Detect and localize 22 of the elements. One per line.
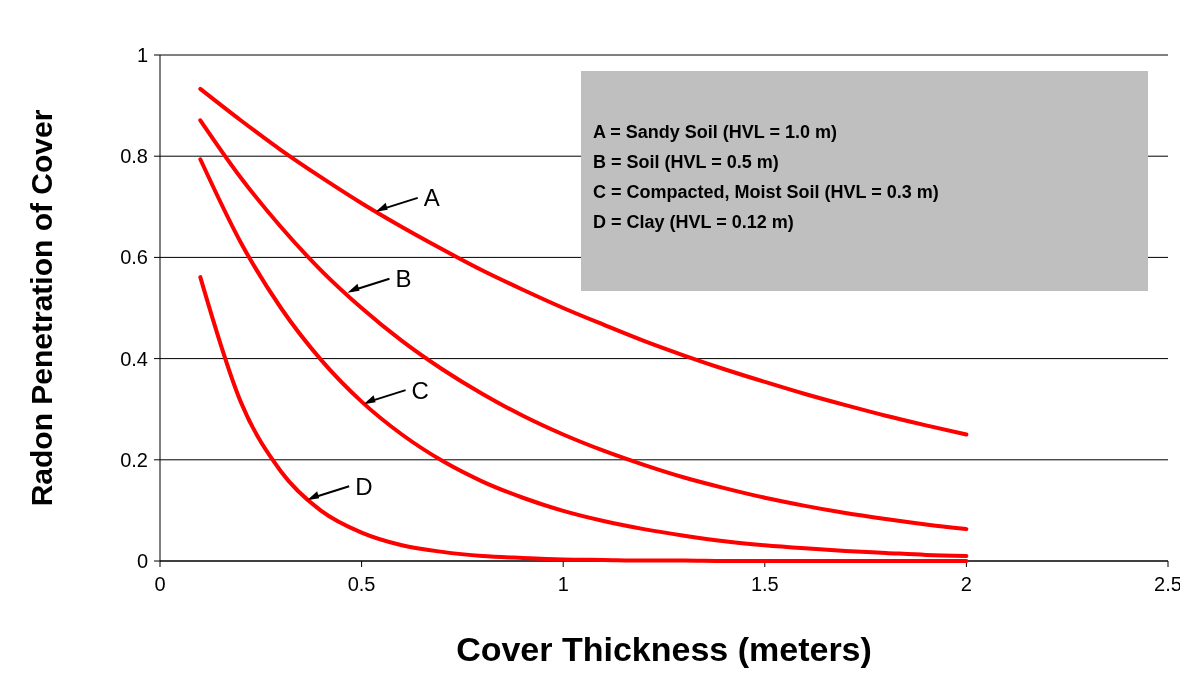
annotation: B bbox=[395, 265, 412, 293]
x-tick-label: 2 bbox=[960, 573, 972, 595]
line-series bbox=[198, 86, 969, 437]
annotation: A bbox=[423, 184, 440, 212]
y-tick-label: 0.2 bbox=[120, 448, 148, 471]
annotation: D bbox=[355, 472, 373, 500]
annotation: C = Compacted, Moist Soil (HVL = 0.3 m) bbox=[593, 182, 939, 202]
x-tick-label: 0.5 bbox=[347, 573, 376, 595]
y-tick-label: 0 bbox=[136, 550, 148, 572]
annotation: D = Clay (HVL = 0.12 m) bbox=[593, 212, 794, 232]
x-tick-label: 1.5 bbox=[750, 573, 779, 595]
y-tick-label: 1 bbox=[136, 44, 148, 66]
y-tick-label: 0.6 bbox=[120, 246, 148, 269]
x-tick-label: 0 bbox=[154, 573, 166, 595]
y-tick-label: 0.4 bbox=[120, 347, 148, 370]
x-axis-title: Cover Thickness (meters) bbox=[456, 630, 872, 668]
annotation: A = Sandy Soil (HVL = 1.0 m) bbox=[593, 122, 838, 142]
annotation: B = Soil (HVL = 0.5 m) bbox=[593, 152, 779, 172]
y-tick-label: 0.8 bbox=[120, 145, 148, 168]
annotation: C bbox=[411, 376, 429, 404]
x-tick-label: 1 bbox=[557, 573, 569, 595]
y-axis-title: Radon Penetration of Cover bbox=[25, 109, 58, 507]
